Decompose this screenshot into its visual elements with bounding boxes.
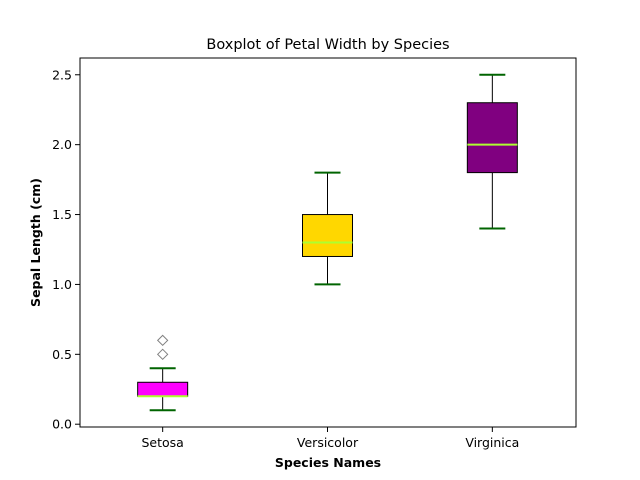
x-axis-label: Species Names: [275, 455, 381, 470]
y-tick-label: 1.5: [52, 207, 72, 222]
x-tick-label: Virginica: [465, 435, 519, 450]
box-group-versicolor: [302, 171, 353, 286]
y-tick-label: 0.5: [52, 347, 72, 362]
y-axis-label: Sepal Length (cm): [28, 178, 43, 307]
axes-frame: [79, 57, 577, 428]
chart-title: Boxplot of Petal Width by Species: [206, 37, 449, 53]
plot-area: 0.0 0.5 1.0 1.5 2.0 2.5 Setosa Versicolor Virgin…: [52, 67, 519, 450]
y-tick-label: 1.0: [52, 277, 72, 292]
box: [302, 214, 353, 257]
box-group-virginica: [466, 73, 518, 230]
outlier-point: [156, 334, 169, 347]
x-tick-label: Setosa: [141, 435, 183, 450]
y-tick-label: 2.5: [52, 67, 72, 82]
x-tick-label: Versicolor: [297, 435, 359, 450]
box: [137, 381, 189, 397]
box-group-setosa: [137, 334, 189, 412]
outlier-point: [156, 348, 169, 361]
y-tick-label: 2.0: [52, 137, 72, 152]
box: [466, 102, 518, 174]
y-tick-label: 0.0: [52, 417, 72, 432]
